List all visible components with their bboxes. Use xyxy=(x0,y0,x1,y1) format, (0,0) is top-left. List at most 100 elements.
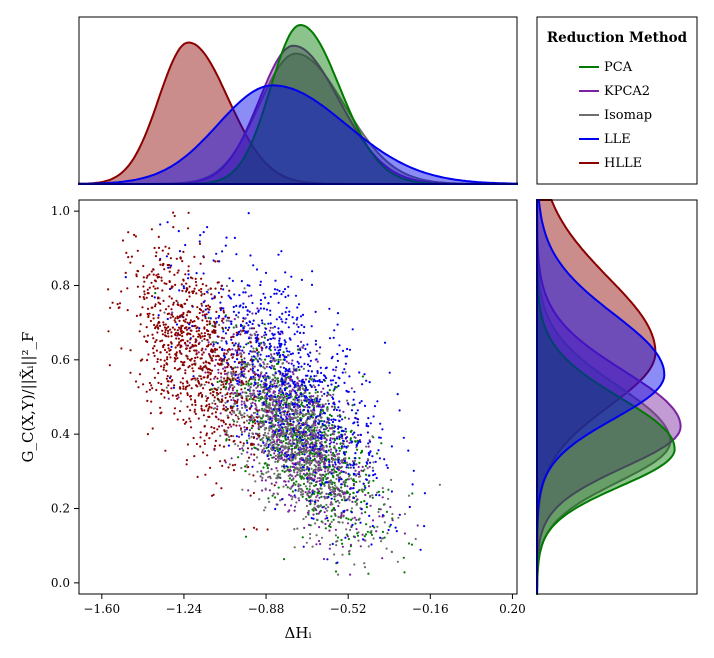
scatter-point xyxy=(376,452,379,455)
scatter-point xyxy=(381,530,385,534)
scatter-point xyxy=(228,387,231,390)
scatter-point xyxy=(296,429,299,432)
scatter-point xyxy=(263,462,266,465)
scatter-point xyxy=(184,369,187,372)
scatter-point xyxy=(198,242,202,245)
scatter-point xyxy=(341,498,344,501)
scatter-point xyxy=(225,433,228,436)
scatter-point xyxy=(259,302,262,305)
scatter-point xyxy=(208,322,212,325)
scatter-point xyxy=(324,428,327,431)
scatter-point xyxy=(167,391,170,395)
scatter-point xyxy=(146,359,149,362)
scatter-point xyxy=(256,333,259,336)
scatter-point xyxy=(262,361,265,364)
scatter-point xyxy=(258,434,261,437)
scatter-point xyxy=(257,337,260,341)
scatter-point xyxy=(271,383,274,386)
scatter-point xyxy=(230,336,233,339)
scatter-point xyxy=(281,469,284,472)
scatter-point xyxy=(234,463,237,466)
scatter-point xyxy=(372,469,375,472)
scatter-point xyxy=(284,271,287,274)
scatter-point xyxy=(183,361,186,364)
scatter-point xyxy=(344,362,347,365)
scatter-point xyxy=(334,528,337,531)
scatter-point xyxy=(296,471,299,474)
scatter-point xyxy=(191,345,194,348)
scatter-point xyxy=(290,504,293,507)
scatter-point xyxy=(278,316,281,319)
scatter-point xyxy=(163,359,166,362)
scatter-point xyxy=(235,314,238,317)
scatter-point xyxy=(298,438,301,442)
scatter-point xyxy=(304,457,307,460)
scatter-point xyxy=(224,366,227,369)
scatter-point xyxy=(283,433,286,436)
scatter-point xyxy=(287,457,290,460)
scatter-point xyxy=(250,383,253,386)
scatter-point xyxy=(195,315,198,318)
scatter-point xyxy=(177,303,180,307)
scatter-point xyxy=(354,500,357,503)
scatter-point xyxy=(324,432,327,435)
scatter-point xyxy=(244,291,247,294)
scatter-point xyxy=(281,330,284,333)
scatter-point xyxy=(250,402,253,405)
scatter-point xyxy=(258,462,261,465)
scatter-point xyxy=(194,324,197,327)
scatter-point xyxy=(240,388,243,391)
scatter-point xyxy=(279,440,282,443)
scatter-point xyxy=(309,482,312,485)
scatter-point xyxy=(303,526,306,530)
scatter-point xyxy=(257,423,260,426)
scatter-point xyxy=(233,293,236,296)
scatter-point xyxy=(328,442,331,445)
scatter-point xyxy=(326,476,329,480)
scatter-point xyxy=(188,341,191,344)
scatter-point xyxy=(370,543,373,546)
scatter-point xyxy=(197,379,200,383)
scatter-point xyxy=(313,475,317,478)
scatter-point xyxy=(304,399,307,402)
scatter-point xyxy=(263,509,266,512)
scatter-point xyxy=(330,427,334,430)
scatter-point xyxy=(311,508,314,511)
scatter-point xyxy=(254,411,257,414)
scatter-point xyxy=(307,513,310,516)
scatter-point xyxy=(255,406,258,409)
scatter-point xyxy=(214,411,217,414)
scatter-point xyxy=(222,354,226,357)
scatter-point xyxy=(234,378,237,381)
scatter-point xyxy=(309,436,312,439)
scatter-point xyxy=(239,333,242,336)
scatter-point xyxy=(296,376,299,379)
scatter-point xyxy=(356,498,359,501)
scatter-point xyxy=(180,327,183,330)
scatter-point xyxy=(198,240,201,243)
scatter-point xyxy=(244,428,247,431)
scatter-point xyxy=(240,433,243,436)
scatter-point xyxy=(360,400,363,403)
scatter-point xyxy=(305,451,308,454)
scatter-point xyxy=(287,362,290,365)
scatter-point xyxy=(249,376,253,379)
scatter-point xyxy=(166,221,169,224)
scatter-point xyxy=(212,354,215,357)
scatter-point xyxy=(312,513,315,516)
y-tick-label: 0.8 xyxy=(51,278,70,292)
scatter-point xyxy=(398,513,401,516)
scatter-point xyxy=(241,406,244,409)
scatter-point xyxy=(319,416,322,419)
scatter-point xyxy=(296,403,299,406)
scatter-point xyxy=(317,405,320,408)
scatter-point xyxy=(279,402,283,405)
scatter-point xyxy=(332,397,335,400)
scatter-point xyxy=(261,451,265,454)
scatter-point xyxy=(325,503,328,506)
scatter-point xyxy=(238,393,241,396)
scatter-point xyxy=(299,408,302,411)
scatter-point xyxy=(266,454,269,458)
scatter-point xyxy=(233,439,236,442)
scatter-point xyxy=(272,456,275,459)
